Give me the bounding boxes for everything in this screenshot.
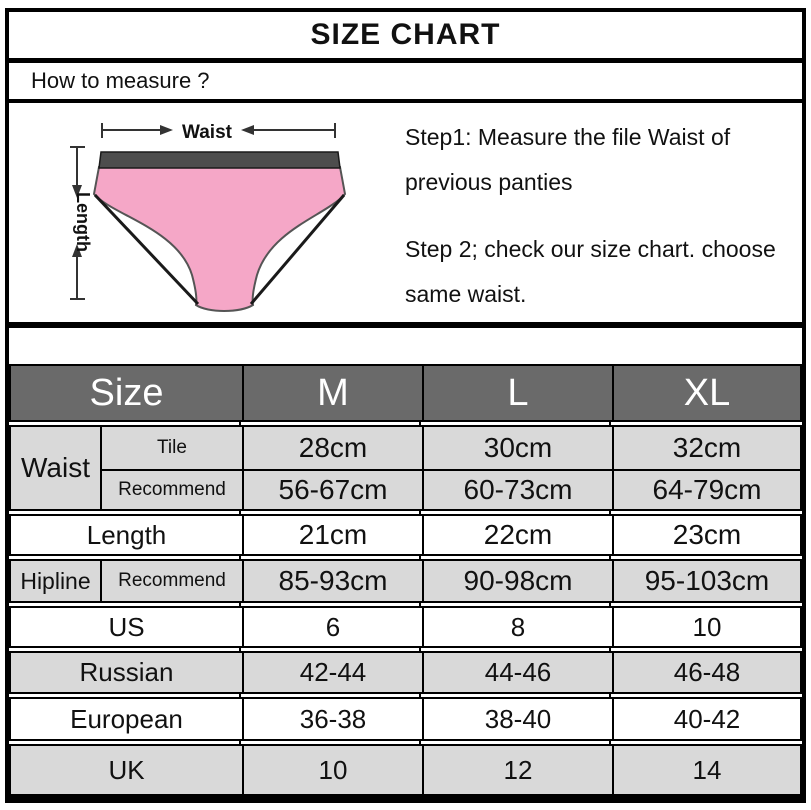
length-arrowhead-down-icon [72,185,82,198]
measure-section: Waist Length [9,103,802,328]
waist-arrow [101,123,336,138]
length-l: 22cm [422,516,612,554]
length-xl: 23cm [612,516,800,554]
hipline-xl: 95-103cm [612,561,800,601]
uk-xl: 14 [612,746,800,794]
waist-recommend-xl: 64-79cm [612,469,800,509]
step1-text: Step1: Measure the file Waist of previou… [405,124,731,195]
row-label-uk: UK [108,754,145,785]
panty-waistband-shape [98,151,341,169]
length-diagram-label: Length [73,192,93,252]
table-row-us: US 6 8 10 [9,606,802,648]
length-arrowhead-up-icon [72,244,82,257]
sublabel-recommend: Recommend [100,469,242,509]
table-row-european: European 36-38 38-40 40-42 [9,697,802,741]
header-m: M [242,366,422,420]
header-l: L [422,366,612,420]
hipline-m: 85-93cm [242,561,422,601]
waist-diagram-label: Waist [182,122,233,143]
hipline-l: 90-98cm [422,561,612,601]
row-label-length: Length [86,519,167,550]
waist-recommend-m: 56-67cm [242,469,422,509]
length-arrow [70,146,85,300]
title-bar: SIZE CHART [9,12,802,63]
panties-measure-diagram: Waist Length [9,103,381,322]
waist-tile-xl: 32cm [612,427,800,469]
header-size: Size [89,371,164,414]
us-m: 6 [242,608,422,646]
european-m: 36-38 [242,699,422,739]
waist-tile-l: 30cm [422,427,612,469]
row-label-hipline: Hipline [20,567,91,594]
russian-l: 44-46 [422,653,612,692]
uk-m: 10 [242,746,422,794]
row-label-russian: Russian [79,657,174,687]
waist-recommend-l: 60-73cm [422,469,612,509]
russian-xl: 46-48 [612,653,800,692]
panties-diagram-image: Waist Length [70,122,347,312]
header-xl: XL [612,366,800,420]
european-l: 38-40 [422,699,612,739]
how-to-measure-heading: How to measure ? [9,63,802,103]
waist-tile-m: 28cm [242,427,422,469]
outer-frame: SIZE CHART How to measure ? Waist [5,8,806,803]
size-table: Size M L XL Waist Tile 28cm 30cm 32cm Re… [9,364,802,796]
left-leg-edge-line [93,193,200,306]
table-row-russian: Russian 42-44 44-46 46-48 [9,651,802,694]
step2-text: Step 2; check our size chart. choose sam… [405,236,776,307]
us-xl: 10 [612,608,800,646]
row-label-european: European [70,703,183,734]
european-xl: 40-42 [612,699,800,739]
hipline-sublabel-recommend: Recommend [100,561,242,601]
us-l: 8 [422,608,612,646]
russian-m: 42-44 [242,653,422,692]
uk-l: 12 [422,746,612,794]
right-leg-edge-line [249,194,346,305]
panty-fabric-shape [92,166,347,312]
instruction-steps: Step1: Measure the file Waist of previou… [381,103,802,322]
table-row-uk: UK 10 12 14 [9,744,802,796]
waist-arrowhead-left-icon [241,125,254,135]
page-title: SIZE CHART [310,18,501,51]
waist-arrowhead-right-icon [160,125,173,135]
row-label-waist: Waist [21,452,90,483]
table-row-hipline: Hipline Recommend 85-93cm 90-98cm 95-103… [9,559,802,603]
length-m: 21cm [242,516,422,554]
table-row-waist: Waist Tile 28cm 30cm 32cm Recommend 56-6… [9,425,802,511]
how-to-measure-label: How to measure ? [31,68,210,93]
sublabel-tile: Tile [100,427,242,469]
table-row-length: Length 21cm 22cm 23cm [9,514,802,556]
table-header-row: Size M L XL [9,364,802,422]
row-label-us: US [108,611,145,642]
